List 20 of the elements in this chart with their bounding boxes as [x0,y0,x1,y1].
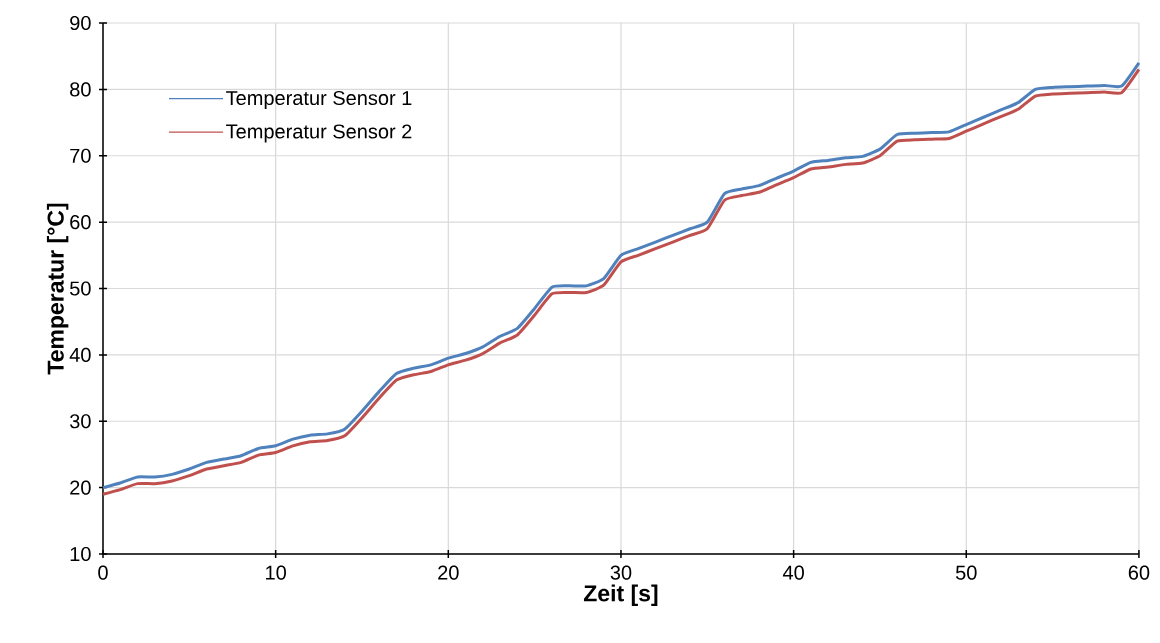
x-tick-label: 10 [266,565,286,580]
y-tick-label: 60 [70,215,91,230]
y-tick-label: 80 [70,82,91,97]
y-tick-label: 20 [70,480,91,495]
x-tick-label: 20 [438,565,459,580]
y-tick-label: 10 [70,546,91,562]
x-axis-title: Zeit [s] [583,584,658,606]
y-tick-label: 30 [69,414,91,429]
x-tick-label: 60 [1128,565,1150,580]
y-tick-label: 50 [70,281,91,296]
legend-label: Temperatur Sensor 1 [226,90,412,110]
y-tick-label: 70 [70,148,91,163]
x-tick-label: 50 [955,565,977,580]
y-tick-label: 40 [69,347,91,362]
x-tick-label: 30 [610,565,632,580]
legend-label: Temperatur Sensor 2 [226,124,412,143]
y-tick-label: 90 [70,15,91,31]
x-tick-label: 40 [782,565,804,580]
x-tick-label: 0 [98,565,108,580]
y-axis-title: Temperatur [°C] [46,203,69,375]
